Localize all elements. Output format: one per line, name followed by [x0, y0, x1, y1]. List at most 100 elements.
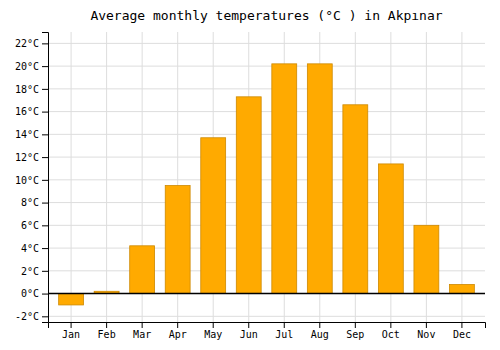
x-tick-label: Jul — [275, 329, 293, 340]
x-tick-label: Mar — [133, 329, 151, 340]
grid-line — [48, 66, 485, 67]
y-tick-mark — [42, 294, 48, 295]
x-tick: Jan — [62, 322, 80, 340]
y-tick: 2°C — [21, 266, 48, 277]
y-tick: 18°C — [15, 84, 48, 95]
x-tick: May — [204, 322, 222, 340]
grid-line — [48, 316, 485, 317]
grid — [48, 32, 485, 322]
bar — [236, 97, 261, 294]
y-axis: -2°C 0°C 2°C 4°C 6°C 8°C 10°C 12°C 14°C 16°C 18°C 2… — [15, 33, 49, 323]
bar — [449, 284, 474, 293]
bar — [130, 246, 155, 294]
y-tick-label: 18°C — [15, 84, 39, 95]
y-tick-mark — [42, 43, 48, 44]
x-tick: Dec — [453, 322, 471, 340]
y-tick: 10°C — [15, 175, 48, 186]
y-tick-label: 12°C — [15, 152, 39, 163]
x-tick: Sep — [346, 322, 364, 340]
y-tick: 6°C — [21, 220, 48, 231]
title: Average monthly temperatures (°C ) in Ak… — [90, 8, 442, 23]
grid-line — [48, 134, 485, 135]
y-tick-mark — [42, 271, 48, 272]
x-tick-mark — [142, 322, 143, 328]
y-tick: 12°C — [15, 152, 48, 163]
x-tick-label: Jun — [240, 329, 258, 340]
y-tick-mark — [42, 134, 48, 135]
x-tick-label: Oct — [382, 329, 400, 340]
bar — [165, 186, 190, 294]
y-tick-label: -2°C — [15, 311, 39, 322]
x-tick-label: Apr — [169, 329, 187, 340]
y-tick: 16°C — [15, 106, 48, 117]
y-tick-mark — [42, 316, 48, 317]
x-tick-mark — [390, 322, 391, 328]
y-tick-mark — [42, 248, 48, 249]
y-tick-mark — [42, 180, 48, 181]
y-tick: 22°C — [15, 38, 48, 49]
x-tick: Jun — [240, 322, 258, 340]
zero-line — [48, 293, 485, 295]
bar — [201, 138, 226, 294]
y-tick-mark — [42, 112, 48, 113]
y-tick: 14°C — [15, 129, 48, 140]
grid-line — [48, 88, 485, 89]
grid-line — [48, 157, 485, 158]
x-tick-mark — [213, 322, 214, 328]
x-tick-label: Nov — [417, 329, 435, 340]
x-tick-label: Aug — [311, 329, 329, 340]
x-tick: Mar — [133, 322, 151, 340]
grid-line — [48, 202, 485, 203]
grid-line — [48, 179, 485, 180]
y-tick-mark — [42, 89, 48, 90]
x-tick-mark — [426, 322, 427, 328]
y-tick: -2°C — [15, 311, 48, 322]
bar — [414, 225, 439, 293]
x-axis-line — [49, 323, 486, 329]
grid-line — [71, 32, 72, 322]
x-tick-mark — [177, 322, 178, 328]
y-tick-label: 6°C — [21, 220, 39, 231]
x-tick-mark — [71, 322, 72, 328]
x-tick-mark — [284, 322, 285, 328]
x-tick-mark — [106, 322, 107, 328]
x-tick-label: May — [204, 329, 222, 340]
y-tick: 20°C — [15, 61, 48, 72]
y-tick-mark — [42, 66, 48, 67]
grid-line — [48, 43, 485, 44]
y-tick-label: 14°C — [15, 129, 39, 140]
x-axis: Jan Feb Mar Apr May Jun Jul Aug Sep Oct Nov Dec — [49, 322, 486, 340]
bar — [59, 294, 84, 305]
x-tick-mark — [248, 322, 249, 328]
y-tick-label: 4°C — [21, 243, 39, 254]
y-tick-mark — [42, 225, 48, 226]
x-tick-mark — [461, 322, 462, 328]
grid-line — [106, 32, 107, 322]
y-tick-label: 8°C — [21, 197, 39, 208]
y-axis-line — [42, 33, 49, 323]
x-tick-label: Jan — [62, 329, 80, 340]
chart: -2°C 0°C 2°C 4°C 6°C 8°C 10°C 12°C 14°C 16°C 18°C 2… — [0, 0, 500, 350]
grid-line — [48, 111, 485, 112]
x-tick-mark — [319, 322, 320, 328]
x-tick: Jul — [275, 322, 293, 340]
x-tick-mark — [355, 322, 356, 328]
grid-line — [48, 293, 485, 294]
grid-line — [461, 32, 462, 322]
y-tick: 0°C — [21, 288, 48, 299]
bar — [307, 64, 332, 294]
bar — [343, 105, 368, 294]
x-tick-label: Feb — [98, 329, 116, 340]
y-tick-label: 2°C — [21, 266, 39, 277]
y-tick: 8°C — [21, 197, 48, 208]
x-tick: Aug — [311, 322, 329, 340]
x-tick: Nov — [417, 322, 435, 340]
bar — [272, 64, 297, 294]
bar — [378, 164, 403, 294]
y-tick-label: 20°C — [15, 61, 39, 72]
x-tick: Oct — [382, 322, 400, 340]
x-tick-label: Dec — [453, 329, 471, 340]
y-tick-label: 16°C — [15, 106, 39, 117]
y-tick-label: 22°C — [15, 38, 39, 49]
y-tick: 4°C — [21, 243, 48, 254]
